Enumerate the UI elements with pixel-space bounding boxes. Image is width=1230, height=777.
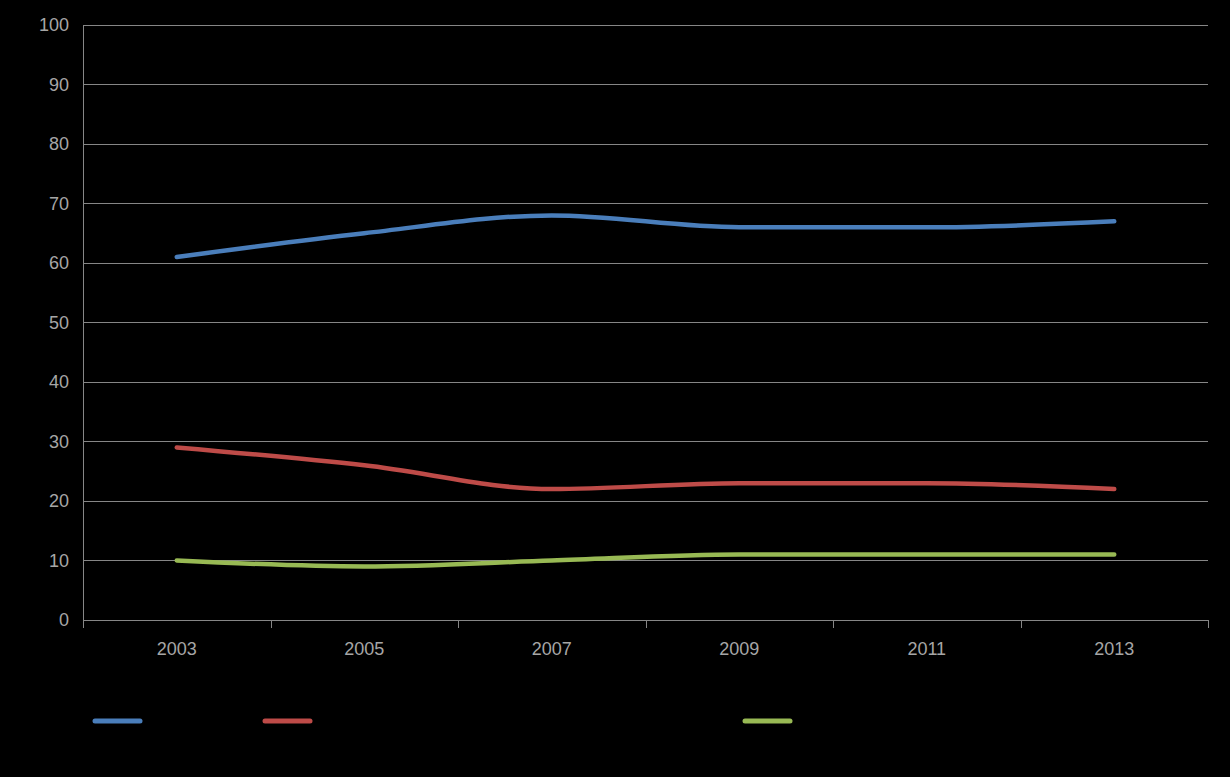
x-axis: 2003 2005 2007 2009 2011 2013: [83, 620, 1209, 659]
y-tick: 80: [49, 134, 83, 154]
grid-line: [83, 441, 1208, 442]
category-separator: [458, 620, 459, 628]
legend-swatch: [265, 719, 310, 724]
x-tick-label: 2007: [532, 639, 572, 659]
x-tick: 2003: [157, 620, 197, 659]
grid-line: [83, 501, 1208, 502]
x-tick-label: 2011: [907, 639, 946, 659]
chart: 0102030405060708090100200320052007200920…: [0, 0, 1230, 777]
y-axis: 0 10 20 30 40 50 60 70 80 90 100: [39, 15, 84, 630]
grid-line: [83, 84, 1208, 85]
series-line: [177, 555, 1115, 567]
y-tick-label: 30: [49, 432, 69, 452]
y-tick-label: 80: [49, 134, 69, 154]
y-tick: 100: [39, 15, 83, 35]
y-tick: 60: [49, 253, 83, 273]
y-tick: 10: [49, 551, 83, 571]
category-separator: [271, 620, 272, 628]
x-tick: 2005: [344, 620, 384, 659]
plot: 0102030405060708090100200320052007200920…: [39, 15, 1209, 659]
grid-line: [83, 203, 1208, 204]
x-tick: 2011: [907, 620, 946, 659]
x-tick-label: 2003: [157, 639, 197, 659]
grid-line: [83, 263, 1208, 264]
y-tick: 0: [59, 610, 83, 630]
x-tick: 2009: [719, 620, 759, 659]
y-tick-label: 70: [49, 194, 69, 214]
y-tick-label: 20: [49, 491, 69, 511]
series-line: [177, 447, 1115, 489]
y-tick: 90: [49, 75, 83, 95]
grid-line: [83, 25, 1208, 26]
y-tick: 40: [49, 372, 83, 392]
x-tick-label: 2005: [344, 639, 384, 659]
x-tick: 2013: [1094, 620, 1134, 659]
y-tick: 20: [49, 491, 83, 511]
y-tick-label: 0: [59, 610, 69, 630]
y-tick-label: 40: [49, 372, 69, 392]
grid-line: [83, 382, 1208, 383]
x-tick-label: 2013: [1094, 639, 1134, 659]
grid-line: [83, 322, 1208, 323]
grid-line: [83, 560, 1208, 561]
category-separator: [1021, 620, 1022, 628]
series-line: [177, 215, 1115, 257]
category-separator: [83, 620, 84, 628]
y-tick: 70: [49, 194, 83, 214]
x-tick-label: 2009: [719, 639, 759, 659]
category-separator: [646, 620, 647, 628]
y-tick-label: 10: [49, 551, 69, 571]
series-lines: [177, 215, 1115, 566]
y-tick: 30: [49, 432, 83, 452]
category-separator: [833, 620, 834, 628]
grid: [83, 25, 1208, 620]
background: [0, 0, 1230, 777]
y-tick-label: 100: [39, 15, 69, 35]
legend-swatch: [745, 719, 790, 724]
grid-line: [83, 144, 1208, 145]
category-separator: [1208, 620, 1209, 628]
y-tick-label: 50: [49, 313, 69, 333]
y-tick-label: 90: [49, 75, 69, 95]
legend-swatch: [95, 719, 140, 724]
y-tick: 50: [49, 313, 83, 333]
legend: [95, 721, 790, 722]
x-tick: 2007: [532, 620, 572, 659]
y-tick-label: 60: [49, 253, 69, 273]
y-axis-line: [83, 26, 84, 621]
